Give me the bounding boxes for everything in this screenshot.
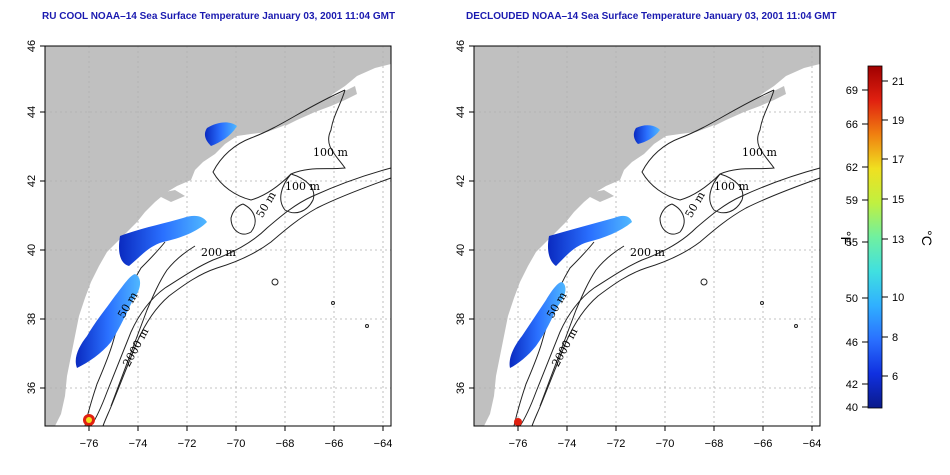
right-contour-label-200m: 200 m — [630, 246, 665, 259]
left-map: 100 m 100 m 50 m 200 m 50 m 2000 m — [44, 45, 392, 427]
left-x-tick-label: −68 — [276, 438, 295, 450]
colorbar-f-label: 40 — [846, 402, 858, 414]
left-sst-patch-gulf — [204, 122, 237, 146]
right-x-tick-label: −70 — [656, 438, 675, 450]
colorbar-c-label: 19 — [892, 115, 904, 127]
left-x-tick-label: −70 — [227, 438, 246, 450]
right-y-axis — [469, 45, 474, 389]
right-contour-label-100m-b: 100 m — [714, 180, 749, 193]
colorbar-f-label: 62 — [846, 162, 858, 174]
left-x-tick-label: −64 — [374, 438, 393, 450]
right-sst-patch-shelf — [547, 215, 632, 266]
colorbar-f-ticks — [862, 89, 868, 408]
right-y-tick-labels: 46 44 42 40 38 36 — [455, 40, 467, 394]
left-sst-patch-coast — [75, 274, 141, 368]
right-x-tick-label: −66 — [754, 438, 773, 450]
right-y-tick-label: 44 — [455, 106, 467, 118]
colorbar-celsius-unit: °C — [919, 230, 935, 246]
colorbar-c-label: 21 — [892, 76, 904, 88]
colorbar-f-label: 59 — [846, 195, 858, 207]
left-sst-warm-core — [86, 417, 92, 423]
left-contour-label-100m-b: 100 m — [285, 180, 320, 193]
colorbar-f-label: 69 — [846, 85, 858, 97]
right-contour-label-100m-a: 100 m — [742, 146, 777, 159]
right-x-tick-label: −72 — [607, 438, 626, 450]
left-y-tick-label: 36 — [26, 382, 38, 394]
left-map-frame — [44, 45, 392, 427]
right-x-tick-label: −68 — [705, 438, 724, 450]
right-x-axis — [517, 426, 813, 431]
left-panel-title: RU COOL NOAA–14 Sea Surface Temperature … — [42, 11, 396, 22]
colorbar-c-label: 17 — [892, 154, 904, 166]
right-sst-data — [509, 125, 660, 426]
left-x-tick-label: −72 — [178, 438, 197, 450]
colorbar-f-label: 66 — [846, 119, 858, 131]
colorbar-f-label: 46 — [846, 337, 858, 349]
right-x-tick-label: −64 — [803, 438, 822, 450]
colorbar-f-labels: 69 66 62 59 55 50 46 42 40 — [846, 85, 858, 414]
left-y-tick-label: 40 — [26, 244, 38, 256]
left-x-tick-label: −74 — [129, 438, 148, 450]
colorbar-c-label: 10 — [892, 292, 904, 304]
colorbar-f-label: 55 — [846, 237, 858, 249]
colorbar-c-label: 8 — [892, 332, 898, 344]
right-x-tick-label: −76 — [509, 438, 528, 450]
left-y-tick-label: 44 — [26, 106, 38, 118]
left-x-axis — [88, 426, 384, 431]
left-y-tick-labels: 46 44 42 40 38 36 — [26, 40, 38, 394]
left-sst-patch-shelf — [119, 215, 207, 266]
colorbar-f-label: 42 — [846, 379, 858, 391]
colorbar: 69 66 62 59 55 50 46 42 40 21 19 17 15 1… — [838, 65, 935, 414]
right-map-frame — [473, 45, 821, 427]
right-x-tick-label: −74 — [558, 438, 577, 450]
left-x-tick-label: −76 — [80, 438, 99, 450]
colorbar-fahrenheit-unit: °F — [838, 231, 854, 245]
right-sst-patch-gulf — [633, 125, 660, 144]
right-y-tick-label: 42 — [455, 175, 467, 187]
left-x-tick-labels: −76 −74 −72 −70 −68 −66 −64 — [80, 438, 393, 450]
right-map: 100 m 100 m 50 m 200 m 50 m 2000 m — [473, 45, 821, 427]
colorbar-c-label: 15 — [892, 194, 904, 206]
right-y-tick-label: 46 — [455, 40, 467, 52]
colorbar-c-label: 13 — [892, 234, 904, 246]
right-y-tick-label: 36 — [455, 382, 467, 394]
left-y-tick-label: 46 — [26, 40, 38, 52]
right-y-tick-label: 38 — [455, 313, 467, 325]
right-sst-patch-coast — [509, 282, 566, 368]
right-sst-warm-spot — [514, 418, 522, 426]
right-y-tick-label: 40 — [455, 244, 467, 256]
left-x-tick-label: −66 — [325, 438, 344, 450]
left-contour-label-100m-a: 100 m — [313, 146, 348, 159]
left-y-axis — [40, 45, 45, 389]
right-panel-title: DECLOUDED NOAA–14 Sea Surface Temperatur… — [466, 11, 837, 22]
left-y-tick-label: 42 — [26, 175, 38, 187]
colorbar-ramp — [867, 65, 883, 409]
left-sst-data — [75, 122, 237, 426]
colorbar-c-ticks — [882, 80, 888, 377]
left-y-tick-label: 38 — [26, 313, 38, 325]
right-x-tick-labels: −76 −74 −72 −70 −68 −66 −64 — [509, 438, 822, 450]
left-contour-label-200m: 200 m — [201, 246, 236, 259]
colorbar-c-labels: 21 19 17 15 13 10 8 6 — [892, 76, 904, 383]
colorbar-f-label: 50 — [846, 293, 858, 305]
colorbar-c-label: 6 — [892, 371, 898, 383]
